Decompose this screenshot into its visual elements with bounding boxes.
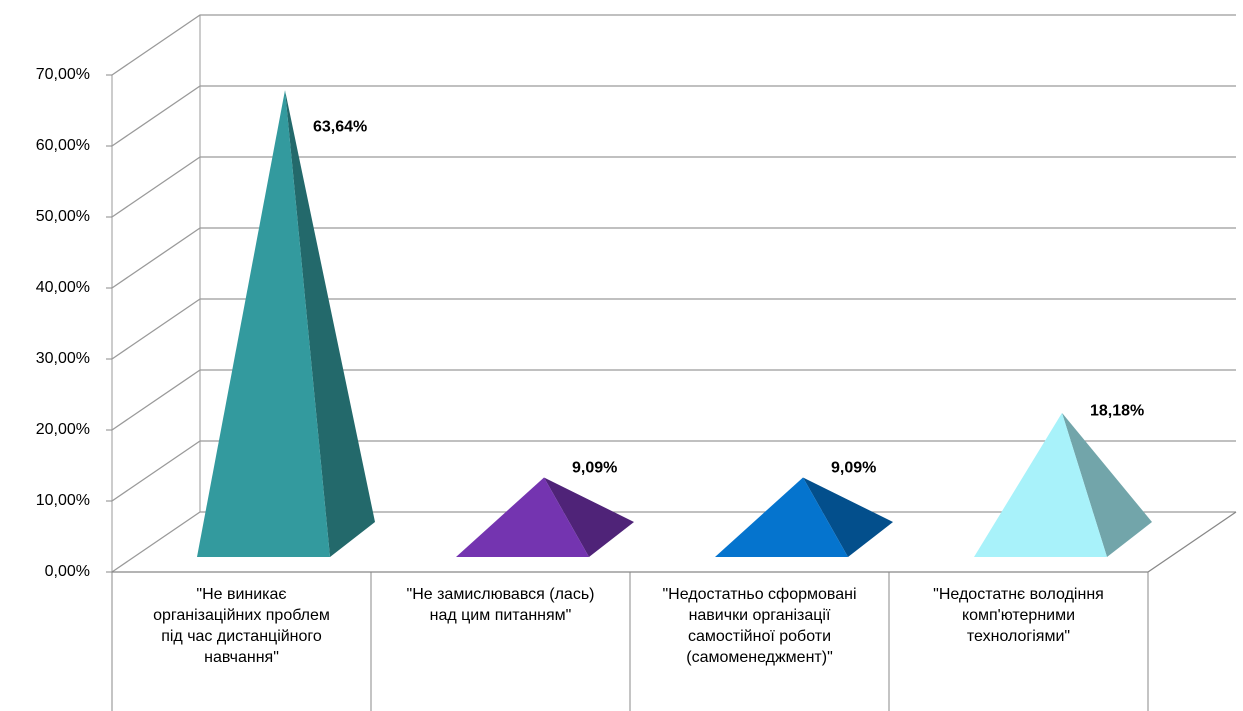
pyramid-side <box>285 90 375 557</box>
data-label: 63,64% <box>313 118 367 135</box>
grid-line <box>111 85 1236 147</box>
grid-line <box>111 369 1236 431</box>
x-tick-label: "Недостатнє володіння комп'ютерними техн… <box>933 586 1104 645</box>
data-label: 9,09% <box>572 459 617 476</box>
y-tick-label: 20,00% <box>36 421 90 438</box>
x-tick-label: "Не виникає організаційних проблем під ч… <box>153 586 330 666</box>
data-label: 9,09% <box>831 459 876 476</box>
y-tick-label: 40,00% <box>36 279 90 296</box>
pyramid-front <box>974 412 1107 557</box>
y-tick-label: 60,00% <box>36 137 90 154</box>
y-tick-label: 10,00% <box>36 492 90 509</box>
grid-line <box>111 14 1236 76</box>
pyramid-side <box>803 477 893 557</box>
y-tick-label: 70,00% <box>36 66 90 83</box>
grid-line <box>111 156 1236 218</box>
y-tick-label: 0,00% <box>45 563 90 580</box>
y-tick-label: 50,00% <box>36 208 90 225</box>
pyramid-front <box>456 477 589 557</box>
data-label: 18,18% <box>1090 403 1144 420</box>
x-tick-label: "Недостатньо сформовані навички організа… <box>662 586 857 666</box>
pyramid-front <box>197 90 330 557</box>
y-tick-label: 30,00% <box>36 350 90 367</box>
x-tick-label: "Не замислювався (лась) над цим питанням… <box>406 586 595 624</box>
grid-line <box>111 298 1236 360</box>
pyramid-front <box>715 477 848 557</box>
grid-line <box>111 440 1236 502</box>
pyramid-side <box>544 477 634 557</box>
pyramid-side <box>1062 412 1152 557</box>
grid-line <box>111 511 1236 573</box>
grid-line <box>111 227 1236 289</box>
